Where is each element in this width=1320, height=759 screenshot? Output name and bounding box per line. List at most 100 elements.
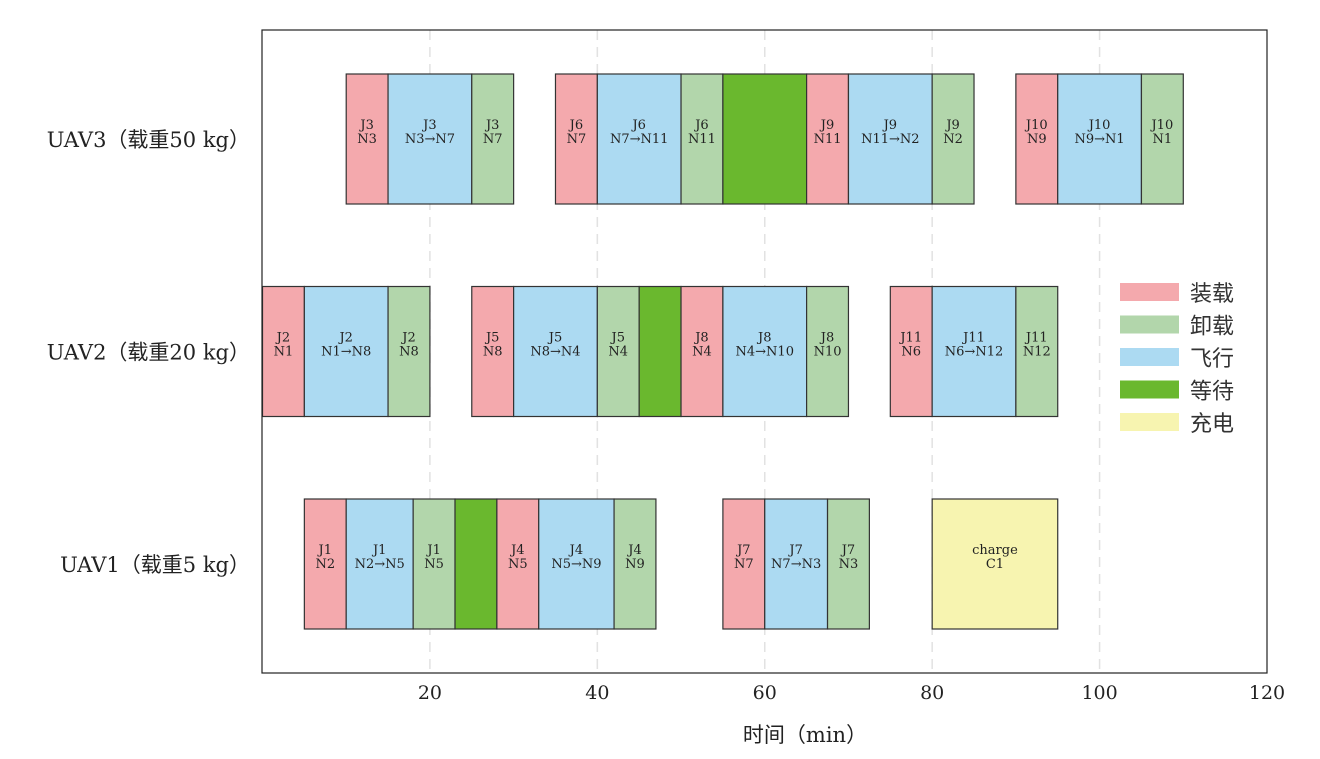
- segment-job-label: J5: [547, 331, 562, 346]
- segment-job-label: J8: [756, 331, 771, 346]
- segment-node-label: N9: [625, 557, 645, 572]
- segment-node-label: N3: [357, 132, 377, 147]
- segment-node-label: N11→N2: [861, 132, 919, 147]
- segment-bar: [680, 285, 724, 418]
- segment-job-label: J6: [693, 118, 708, 133]
- segment-job-label: J7: [840, 543, 855, 558]
- segment-node-label: N9→N1: [1074, 132, 1124, 147]
- y-tick-label: UAV1（载重5 kg）: [60, 553, 250, 577]
- segment-job-label: J1: [371, 543, 386, 558]
- segment-job-label: J9: [882, 118, 897, 133]
- segment-node-label: N4→N10: [736, 345, 794, 360]
- segments: J3N3J3N3→N7J3N7J6N7J6N7→N11J6N11J9N11J9N…: [261, 73, 1184, 630]
- segment-node-label: N7: [483, 132, 503, 147]
- segment-bar: [538, 498, 615, 630]
- segment-node-label: N5: [424, 557, 444, 572]
- segment-wait: [638, 285, 682, 418]
- segment-job-label: J8: [819, 331, 834, 346]
- plot-frame: [261, 29, 1268, 674]
- y-tick-label: UAV2（载重20 kg）: [47, 341, 250, 365]
- segment-bar: [596, 73, 682, 205]
- segment-job-label: J5: [484, 331, 499, 346]
- segment-node-label: N2→N5: [355, 557, 405, 572]
- segment-node-label: N4: [692, 345, 712, 360]
- segment-bar: [931, 73, 975, 205]
- segment-bar: [471, 285, 515, 418]
- segment-node-label: N5→N9: [551, 557, 601, 572]
- segment-node-label: N6: [901, 345, 921, 360]
- x-tick-label: 80: [920, 682, 944, 704]
- segment-node-label: N3→N7: [405, 132, 455, 147]
- x-tick-label: 100: [1081, 682, 1117, 704]
- segment-job-label: J2: [337, 331, 352, 346]
- segment-bar: [722, 285, 808, 418]
- segment-wait: [454, 498, 498, 630]
- segment-job-label: J5: [610, 331, 625, 346]
- legend-label: 充电: [1190, 412, 1234, 437]
- segment-node-label: N7→N3: [771, 557, 821, 572]
- legend-label: 等待: [1190, 380, 1234, 405]
- segment-node-label: N8→N4: [530, 345, 580, 360]
- segment-bar: [1015, 285, 1059, 418]
- segment-job-label: J4: [626, 543, 641, 558]
- segment-bar: [387, 285, 431, 418]
- segment-job-label: J9: [819, 118, 834, 133]
- x-tick-label: 40: [585, 682, 609, 704]
- segment-bar: [931, 498, 1059, 630]
- segment-job-label: J10: [1149, 118, 1173, 133]
- segment-node-label: N10: [814, 345, 842, 360]
- segment-job-label: J6: [568, 118, 583, 133]
- x-ticks: 20 40 60 80 100 120: [418, 682, 1285, 704]
- segment-bar: [1140, 73, 1184, 205]
- segment-node-label: N11: [814, 132, 842, 147]
- segment-job-label: J9: [944, 118, 959, 133]
- legend-swatch: [1120, 315, 1179, 334]
- segment-node-label: N6→N12: [945, 345, 1003, 360]
- segment-job-label: J3: [358, 118, 373, 133]
- segment-node-label: N2: [315, 557, 335, 572]
- segment-bar: [513, 285, 598, 418]
- segment-bar: [454, 498, 498, 630]
- segment-node-label: N1: [1153, 132, 1173, 147]
- segment-job-label: J1: [317, 543, 332, 558]
- segment-node-label: N7→N11: [610, 132, 668, 147]
- legend-label: 装载: [1190, 282, 1234, 307]
- segment-job-label: J8: [693, 331, 708, 346]
- segment-bar: [303, 285, 389, 418]
- x-tick-label: 20: [418, 682, 442, 704]
- segment-job-label: J6: [630, 118, 645, 133]
- segment-bar: [806, 285, 850, 418]
- segment-bar: [496, 498, 540, 630]
- segment-bar: [638, 285, 682, 418]
- segment-node-label: N9: [1027, 132, 1047, 147]
- segment-job-label: J2: [275, 331, 290, 346]
- x-axis-label: 时间（min）: [743, 723, 867, 747]
- y-labels: UAV1（载重5 kg） UAV2（载重20 kg） UAV3（载重50 kg）: [47, 128, 250, 577]
- segment-job-label: J4: [568, 543, 583, 558]
- segment-bar: [931, 285, 1017, 418]
- segment-node-label: N11: [688, 132, 716, 147]
- segment-node-label: N1→N8: [321, 345, 371, 360]
